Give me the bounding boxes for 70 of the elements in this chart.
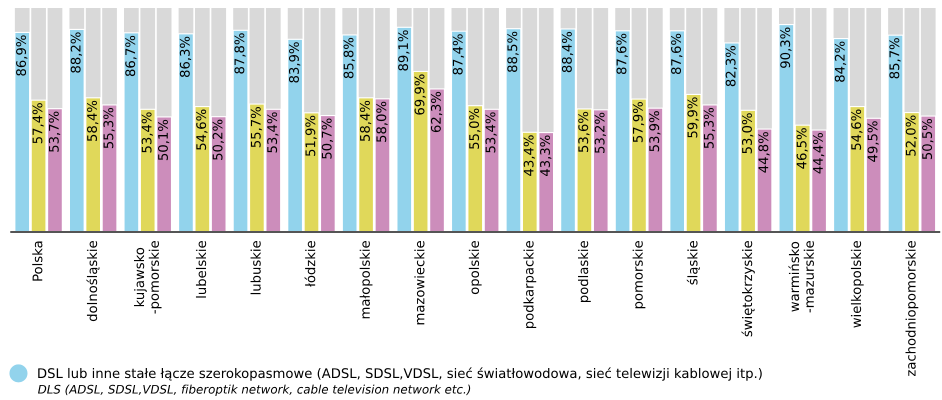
x-tick-label: lubelskie [196,241,206,298]
data-label: 87,4% [452,34,464,75]
data-label: 69,9% [414,74,426,115]
x-tick-label: mazowieckie [414,241,424,324]
data-label: 58,0% [376,102,388,142]
x-tick-label: kujawsko -pomorskie [134,241,162,314]
data-label: 86,3% [180,36,192,78]
data-label: 88,5% [507,32,519,72]
data-label: 85,7% [889,38,901,78]
data-label: 87,6% [616,34,628,74]
data-label: 86,9% [16,35,28,76]
data-label: 84,2% [834,42,846,82]
legend-label: DSL lub inne stałe łącze szerokopasmowe (ADSL, SDSL,VDSL, sieć światłowodowa, sieć telewizji kablowej itp.) [38,367,762,381]
data-label: 53,0% [742,113,754,154]
data-label: 55,3% [704,108,716,148]
data-label: 50,2% [212,120,224,160]
x-tick-label: łódzkie [304,241,316,287]
data-label: 58,4% [360,100,372,141]
data-label: 53,9% [649,111,661,152]
data-label: 46,5% [796,128,808,169]
data-label: 53,4% [142,112,153,152]
data-label: 43,3% [540,136,552,176]
x-tick-label: zachodniopomorskie [906,241,918,376]
data-label: 89,1% [398,30,410,71]
x-tick-label: małopolskie [360,241,372,318]
data-label: 53,2% [594,112,606,153]
data-label: 62,3% [430,92,442,132]
data-label: 83,9% [288,42,300,83]
x-tick-label: lubuskie [250,241,261,294]
x-tick-label: dolnośląskie [86,241,100,322]
x-tick-label: warmińsko -mazurskie [788,241,814,312]
data-label: 54,6% [196,110,208,150]
data-label: 50,5% [922,118,934,160]
data-label: 87,6% [671,34,682,74]
data-label: 53,7% [48,112,60,152]
data-label: 88,2% [70,32,82,73]
x-tick-label: opolskie [468,241,482,294]
data-label: 82,3% [726,46,737,86]
x-tick-label: podkarpackie [523,241,536,328]
data-label: 52,0% [906,116,918,156]
data-label: 44,4% [812,132,824,174]
x-tick-label: świętokrzyskie [741,241,755,336]
data-label: 59,9% [687,97,699,138]
x-tick-label: wielkopolskie [850,241,864,328]
data-label: 53,4% [267,112,278,152]
x-tick-label: podlaskie [578,241,591,302]
data-label: 43,4% [524,135,535,176]
data-label: 50,7% [322,118,334,159]
data-label: 54,6% [851,110,862,150]
text: DLS (ADSL, SDSL,VDSL, fiberoptik network, cable television network etc.) [38,384,470,396]
data-label: 50,1% [158,120,170,160]
data-label: 44,8% [758,132,770,173]
data-label: 87,8% [234,33,246,74]
data-label: 53,4% [485,112,497,152]
x-tick-label: Polska [32,242,42,281]
data-label: 55,3% [103,108,115,148]
data-label: 88,4% [562,32,574,72]
data-label: 57,9% [632,102,644,142]
x-tick-label: śląskie [686,241,700,285]
data-label: 86,7% [125,36,137,76]
data-label: 53,6% [578,112,590,152]
data-label: 85,8% [344,38,355,78]
data-label: 57,4% [32,103,44,144]
data-label: 55,7% [250,107,262,148]
data-label: 55,0% [469,108,480,149]
data-label: 90,3% [780,28,792,68]
data-label: 51,9% [305,116,317,156]
data-label: 49,5% [868,121,879,162]
data-label: 58,4% [87,100,98,141]
x-tick-label: pomorskie [632,241,646,308]
